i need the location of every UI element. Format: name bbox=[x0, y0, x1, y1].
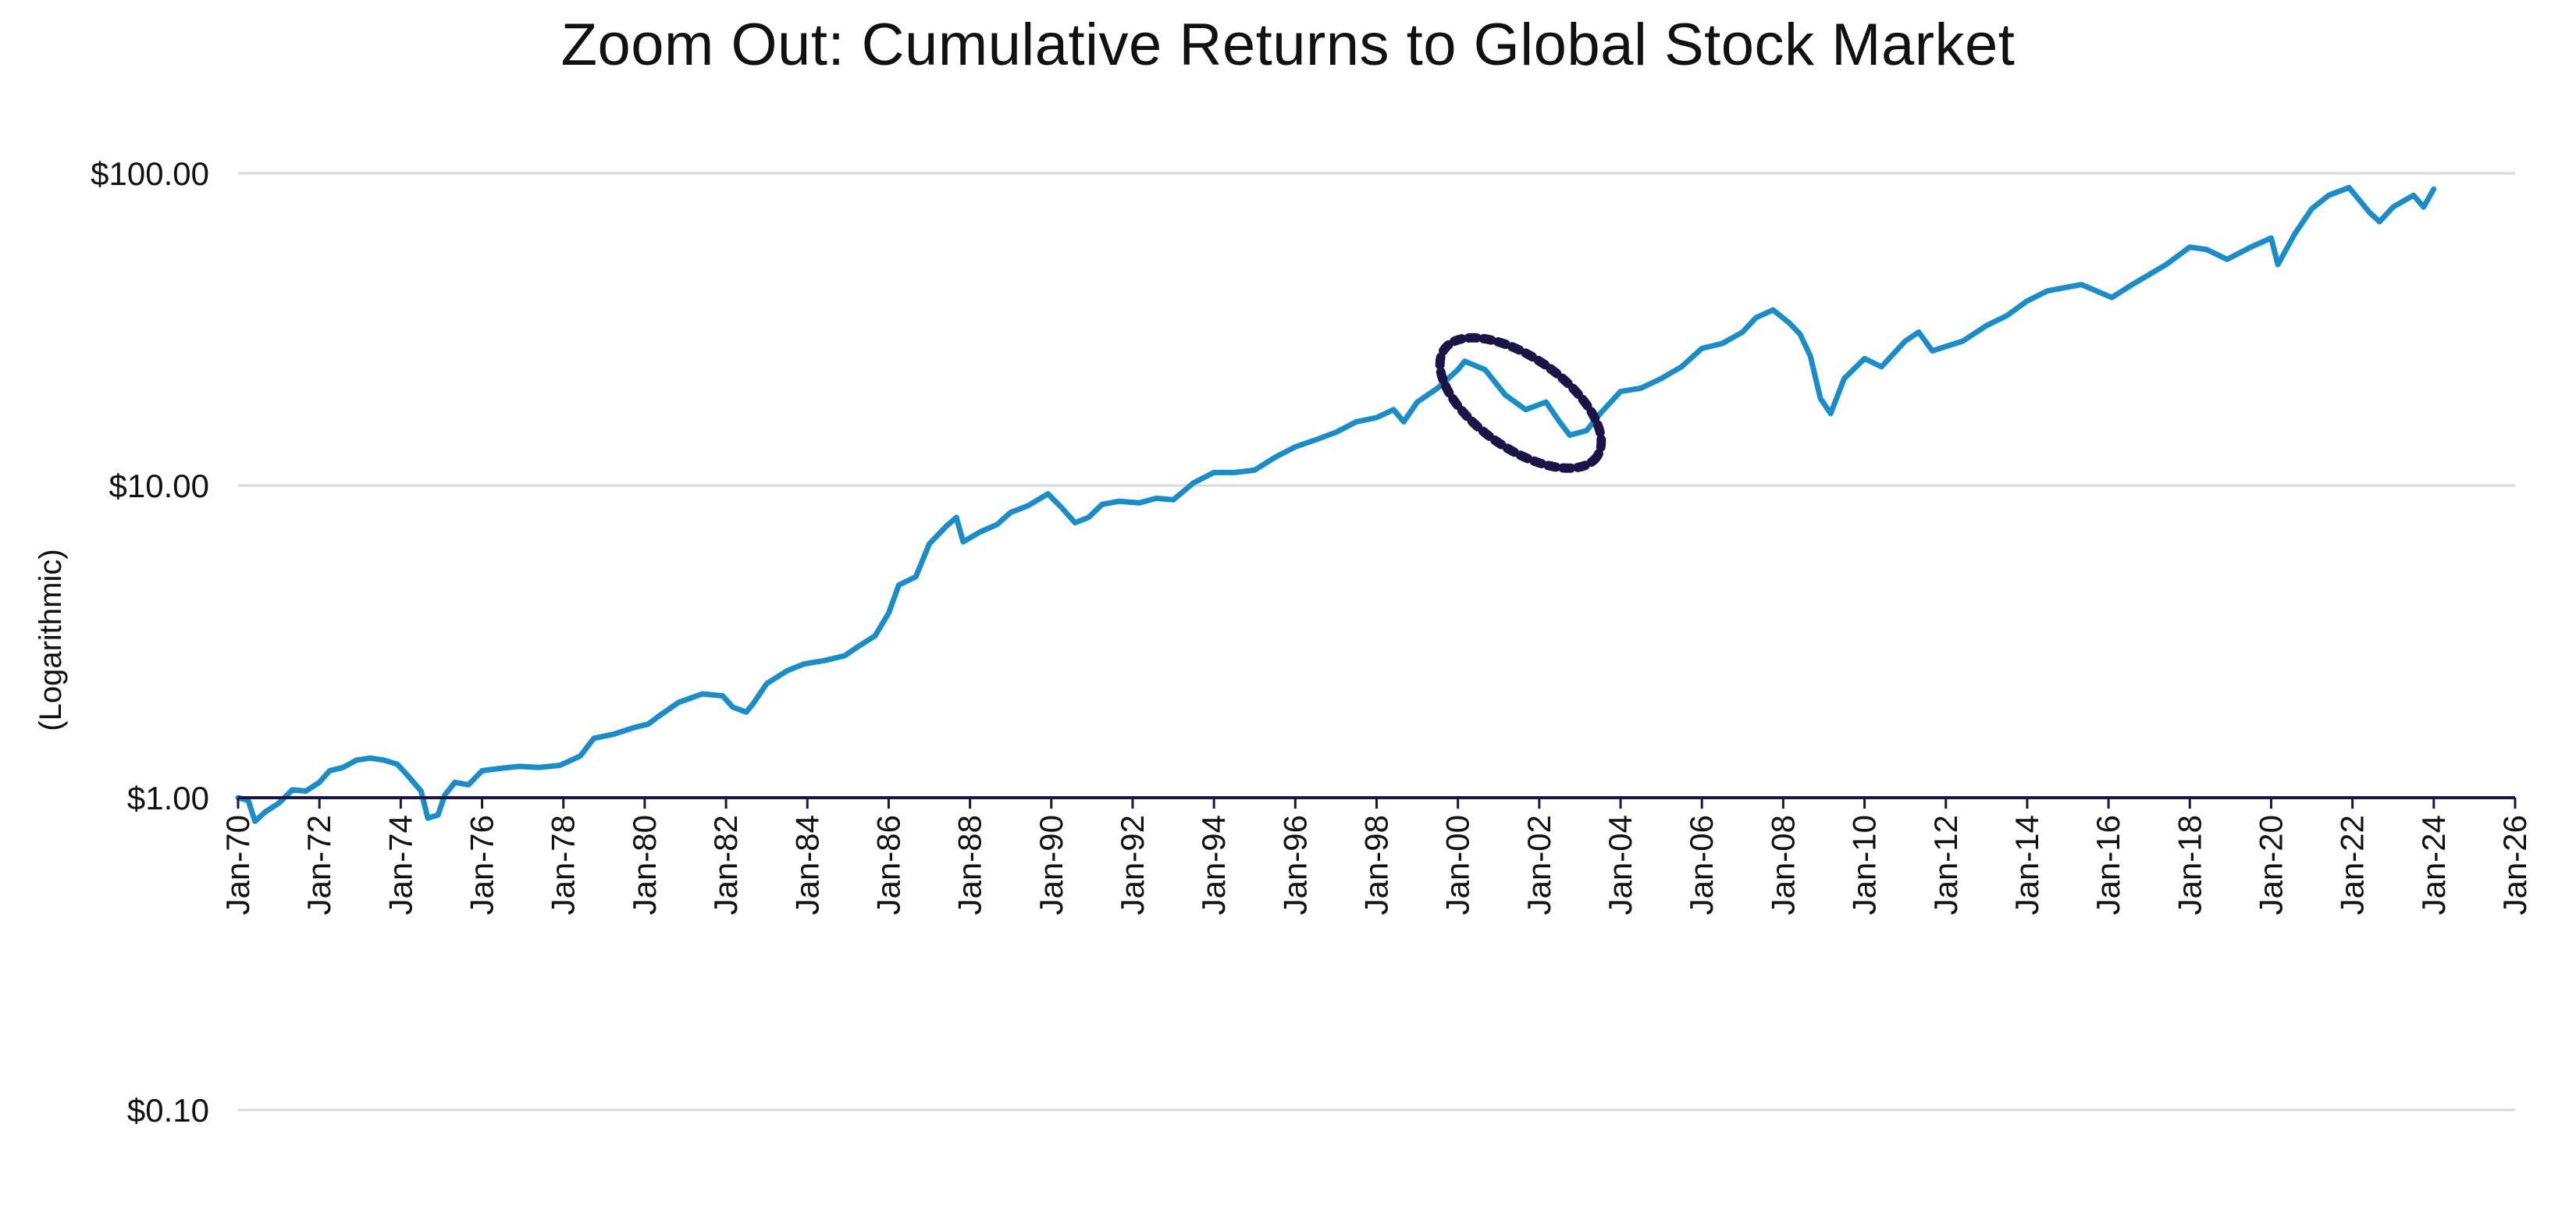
x-tick-label: Jan-24 bbox=[2415, 815, 2452, 915]
y-tick-label: $0.10 bbox=[127, 1092, 209, 1129]
x-axis-ticks: Jan-70 Jan-72 Jan-74 Jan-76 Jan-78 Jan-80 Jan-… bbox=[219, 798, 2533, 915]
x-tick-label: Jan-26 bbox=[2496, 815, 2533, 915]
x-tick-label: Jan-10 bbox=[1846, 815, 1883, 915]
highlight-ellipse bbox=[1435, 333, 1606, 473]
x-tick-label: Jan-12 bbox=[1927, 815, 1964, 915]
x-tick-label: Jan-98 bbox=[1358, 815, 1395, 915]
y-tick-label: $1.00 bbox=[127, 780, 209, 816]
x-tick-label: Jan-18 bbox=[2171, 815, 2208, 915]
series-line bbox=[235, 184, 2437, 824]
x-tick-label: Jan-22 bbox=[2334, 815, 2371, 915]
x-tick-label: Jan-04 bbox=[1602, 815, 1638, 915]
x-tick-label: Jan-70 bbox=[219, 815, 256, 915]
y-axis-title: (Logarithmic) bbox=[34, 549, 68, 731]
chart-title: Zoom Out: Cumulative Returns to Global S… bbox=[560, 12, 2016, 78]
x-tick-label: Jan-88 bbox=[952, 815, 988, 915]
gridlines bbox=[238, 172, 2515, 1111]
data-series bbox=[235, 184, 2437, 824]
y-axis-ticks: $100.00 $10.00 $1.00 $0.10 bbox=[91, 155, 209, 1129]
x-tick-label: Jan-92 bbox=[1114, 815, 1151, 915]
x-tick-label: Jan-84 bbox=[788, 815, 825, 915]
x-tick-label: Jan-02 bbox=[1521, 815, 1557, 915]
x-tick-label: Jan-90 bbox=[1033, 815, 1069, 915]
annotations bbox=[1435, 333, 1606, 473]
x-tick-label: Jan-72 bbox=[301, 815, 337, 915]
x-tick-label: Jan-82 bbox=[707, 815, 744, 915]
x-tick-label: Jan-16 bbox=[2090, 815, 2126, 915]
x-tick-label: Jan-80 bbox=[626, 815, 663, 915]
x-tick-label: Jan-00 bbox=[1439, 815, 1476, 915]
x-tick-label: Jan-06 bbox=[1683, 815, 1720, 915]
x-tick-label: Jan-20 bbox=[2253, 815, 2290, 915]
y-tick-label: $10.00 bbox=[109, 468, 209, 504]
x-tick-label: Jan-76 bbox=[464, 815, 500, 915]
x-tick-label: Jan-86 bbox=[870, 815, 906, 915]
x-tick-label: Jan-96 bbox=[1276, 815, 1313, 915]
x-tick-label: Jan-08 bbox=[1764, 815, 1801, 915]
x-tick-label: Jan-14 bbox=[2008, 815, 2045, 915]
y-tick-label: $100.00 bbox=[91, 155, 209, 192]
x-tick-label: Jan-94 bbox=[1195, 815, 1232, 915]
x-tick-label: Jan-78 bbox=[545, 815, 582, 915]
x-tick-label: Jan-74 bbox=[382, 815, 418, 915]
